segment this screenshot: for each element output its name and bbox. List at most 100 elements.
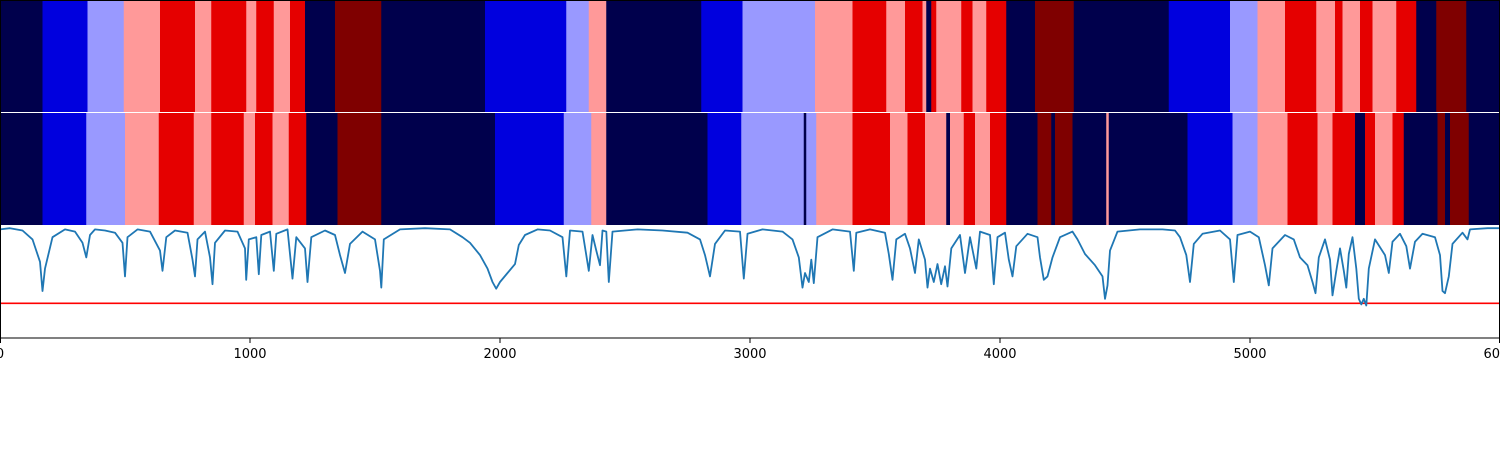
heatmap-segment	[1396, 0, 1417, 112]
heatmap-segment	[950, 113, 965, 225]
heatmap-segment	[211, 113, 245, 225]
heatmap-segment	[1072, 113, 1107, 225]
heatmap-segment	[243, 113, 256, 225]
heatmap-segment	[990, 113, 1007, 225]
heatmap-segment	[1375, 113, 1393, 225]
heatmap-segment	[1006, 0, 1036, 112]
heatmap-segment	[606, 113, 708, 225]
heatmap-segment	[1006, 113, 1038, 225]
heatmap-segment	[566, 0, 590, 112]
heatmap-segment	[1416, 0, 1437, 112]
heatmap-segment	[1403, 113, 1438, 225]
heatmap-segment	[290, 0, 306, 112]
heatmap-segment	[1437, 113, 1446, 225]
heatmap-segment	[273, 0, 291, 112]
heatmap-segment	[1335, 0, 1343, 112]
heatmap-segment	[852, 0, 887, 112]
heatmap-segment	[42, 0, 88, 112]
heatmap-segment	[1287, 113, 1318, 225]
heatmap-segment	[0, 0, 43, 112]
heatmap-segment	[1055, 113, 1073, 225]
heatmap-segment	[905, 0, 923, 112]
heatmap-segment	[907, 113, 926, 225]
heatmap-segment	[707, 113, 742, 225]
heatmap-segment	[588, 0, 607, 112]
heatmap-segment	[381, 0, 486, 112]
heatmap-segment	[87, 0, 125, 112]
heatmap-segment	[936, 0, 962, 112]
heatmap-segment	[381, 113, 496, 225]
heatmap-segment	[1285, 0, 1317, 112]
heatmap-segment	[1168, 0, 1231, 112]
heatmap-segment	[160, 0, 196, 112]
heatmap-segment	[922, 0, 927, 112]
heatmap-segment	[803, 113, 807, 225]
heatmap-segment	[931, 0, 937, 112]
heatmap-segment	[1332, 113, 1356, 225]
heatmap-segment	[961, 0, 973, 112]
heatmap-segment	[606, 0, 702, 112]
heatmap-segment	[255, 113, 273, 225]
heatmap-segment	[701, 0, 743, 112]
x-tick-label: 6000	[1483, 347, 1500, 362]
heatmap-segment	[1108, 113, 1188, 225]
heatmap-row-bottom	[0, 113, 1500, 225]
heatmap-segment	[1316, 0, 1336, 112]
heatmap-segment	[1187, 113, 1233, 225]
heatmap-segment	[986, 0, 1007, 112]
x-tick-label: 2000	[483, 347, 516, 362]
heatmap-segment	[1035, 0, 1075, 112]
heatmap-segment	[1073, 0, 1170, 112]
heatmap-segment	[193, 113, 212, 225]
heatmap-segment	[1450, 113, 1470, 225]
heatmap-segment	[1037, 113, 1052, 225]
heatmap-segment	[256, 0, 275, 112]
heatmap-segment	[742, 0, 816, 112]
heatmap-segment	[158, 113, 195, 225]
heatmap-segment	[1372, 0, 1397, 112]
heatmap-segment	[272, 113, 290, 225]
heatmap-segment	[1365, 113, 1376, 225]
heatmap-segment	[1106, 113, 1110, 225]
heatmap-segment	[1445, 113, 1451, 225]
heatmap-segment	[815, 0, 853, 112]
heatmap-segment	[1230, 0, 1258, 112]
x-tick-label: 5000	[1233, 347, 1266, 362]
heatmap-segment	[1051, 113, 1056, 225]
heatmap-segment	[246, 0, 257, 112]
heatmap-segment	[306, 113, 338, 225]
heatmap-segment	[125, 113, 160, 225]
heatmap-segment	[816, 113, 853, 225]
heatmap-segment	[563, 113, 592, 225]
heatmap-segment	[1436, 0, 1467, 112]
heatmap-segment	[1232, 113, 1258, 225]
heatmap-segment	[42, 113, 87, 225]
heatmap-segment	[211, 0, 247, 112]
heatmap-segment	[288, 113, 307, 225]
x-tick-label: 4000	[983, 347, 1016, 362]
x-tick-label: 1000	[233, 347, 266, 362]
heatmap-segment	[852, 113, 891, 225]
heatmap-segment	[337, 113, 382, 225]
heatmap-segment	[925, 113, 933, 225]
heatmap-segment	[495, 113, 565, 225]
heatmap-segment	[123, 0, 161, 112]
heatmap-segment	[485, 0, 567, 112]
x-tick-label: 0	[0, 347, 4, 362]
heatmap-segment	[0, 113, 43, 225]
heatmap-segment	[1392, 113, 1405, 225]
heatmap-segment	[890, 113, 908, 225]
heatmap-row-top	[0, 0, 1500, 112]
signal-series-line	[0, 227, 1500, 307]
heatmap-segment	[972, 0, 987, 112]
line-panel-background	[0, 226, 1500, 338]
heatmap-segment	[1360, 0, 1373, 112]
heatmap-segment	[1317, 113, 1333, 225]
heatmap-segment	[932, 113, 947, 225]
heatmap-segment	[1342, 0, 1361, 112]
heatmap-segment	[926, 0, 932, 112]
heatmap-segment	[1355, 113, 1366, 225]
heatmap-segment	[335, 0, 382, 112]
heatmap-segment	[1257, 113, 1288, 225]
